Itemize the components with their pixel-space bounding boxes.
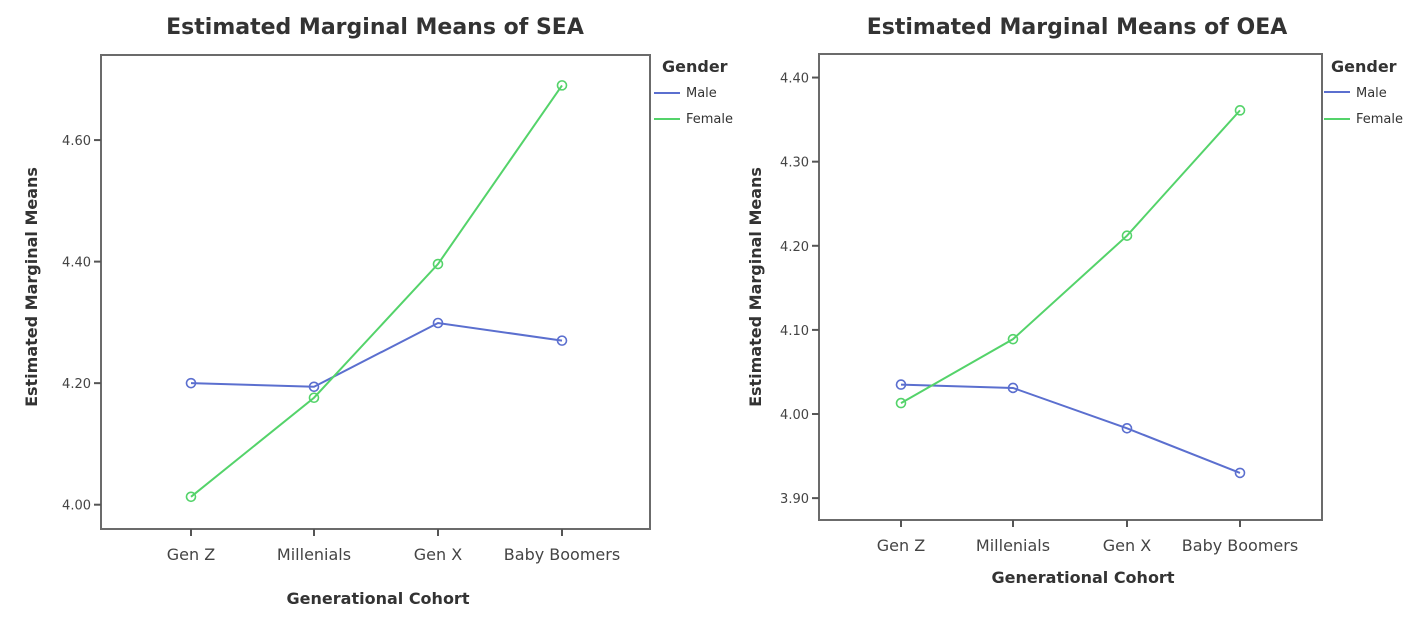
x-axis: Gen Z Millenials Gen X Baby Boomers (167, 529, 620, 564)
x-tick-label: Baby Boomers (504, 545, 620, 564)
x-tick-label: Gen X (414, 545, 462, 564)
data-point-male (556, 335, 568, 346)
data-point-male (308, 381, 320, 393)
legend: Gender Male Female (1324, 57, 1403, 127)
x-tick-label: Baby Boomers (1182, 536, 1298, 555)
legend-title: Gender (1331, 57, 1397, 76)
legend-label-female: Female (1356, 112, 1403, 127)
x-axis: Gen Z Millenials Gen X Baby Boomers (877, 520, 1298, 555)
y-axis: 4.00 4.20 4.40 4.60 (62, 134, 101, 514)
x-tick-label: Millenials (277, 545, 351, 564)
y-axis-label: Estimated Marginal Means (22, 167, 41, 407)
data-point-male (432, 317, 444, 329)
y-tick-label: 4.00 (780, 408, 809, 423)
series-layer (185, 80, 568, 503)
series-layer (895, 105, 1246, 479)
legend-label-male: Male (1356, 86, 1387, 101)
data-point-female (308, 392, 320, 404)
y-axis-label: Estimated Marginal Means (746, 167, 765, 407)
chart-title: Estimated Marginal Means of OEA (867, 15, 1288, 40)
data-point-male (1234, 467, 1246, 479)
series-line-male (900, 383, 1241, 474)
chart-oea: Estimated Marginal Means of OEA 3.90 4.00… (746, 15, 1403, 587)
plot-frame (100, 54, 651, 530)
legend: Gender Male Female (654, 57, 733, 127)
data-point-female (432, 258, 444, 270)
y-tick-label: 4.30 (780, 156, 809, 171)
y-tick-label: 4.20 (62, 377, 91, 392)
data-point-female (1121, 230, 1133, 241)
x-axis-label: Generational Cohort (992, 568, 1175, 587)
data-point-male (1121, 423, 1133, 434)
y-axis: 3.90 4.00 4.10 4.20 4.30 4.40 (780, 72, 819, 507)
x-axis-label: Generational Cohort (287, 589, 470, 608)
data-point-female (895, 397, 907, 409)
legend-label-female: Female (686, 112, 733, 127)
x-tick-label: Gen Z (877, 536, 925, 555)
data-point-female (1234, 105, 1246, 116)
data-point-female (185, 491, 197, 503)
y-tick-label: 4.10 (780, 324, 809, 339)
data-point-male (895, 379, 907, 390)
data-point-female (556, 80, 568, 91)
x-tick-label: Gen X (1103, 536, 1151, 555)
y-tick-label: 4.00 (62, 499, 91, 514)
data-point-male (185, 377, 197, 389)
y-tick-label: 4.60 (62, 134, 91, 149)
y-tick-label: 4.40 (780, 72, 809, 87)
chart-title: Estimated Marginal Means of SEA (166, 15, 584, 40)
x-tick-label: Gen Z (167, 545, 215, 564)
legend-label-male: Male (686, 86, 717, 101)
series-line-male (190, 321, 563, 388)
chart-sea: Estimated Marginal Means of SEA 4.00 4.20… (22, 15, 733, 608)
series-line-female (190, 84, 563, 498)
legend-title: Gender (662, 57, 728, 76)
y-tick-label: 3.90 (780, 492, 809, 507)
series-line-female (900, 109, 1241, 404)
x-tick-label: Millenials (976, 536, 1050, 555)
y-tick-label: 4.20 (780, 240, 809, 255)
y-tick-label: 4.40 (62, 256, 91, 271)
data-point-male (1007, 382, 1019, 394)
data-point-female (1007, 333, 1019, 345)
